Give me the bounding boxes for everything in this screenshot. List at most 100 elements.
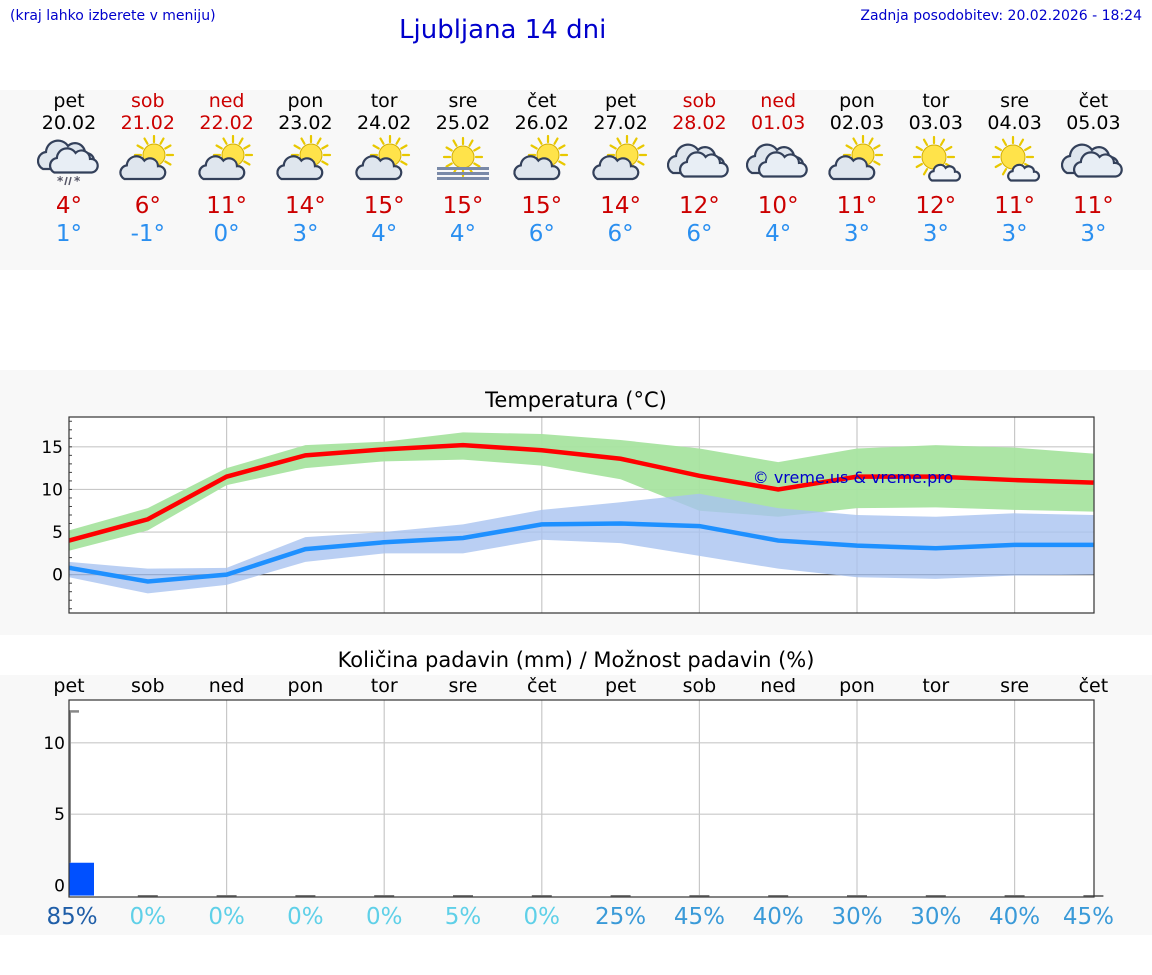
- forecast-day: pet 27.02 14° 6°: [582, 90, 660, 248]
- sun-fog-icon: [424, 134, 502, 192]
- day-date: 04.03: [987, 112, 1042, 134]
- forecast-day: sob 28.02 12° 6°: [660, 90, 738, 248]
- temp-min: -1°: [130, 221, 166, 247]
- precip-probability: 0%: [208, 904, 245, 930]
- temp-max: 4°: [55, 193, 83, 219]
- temp-min: 3°: [922, 221, 949, 247]
- day-date: 24.02: [356, 112, 412, 134]
- precip-probability: 30%: [831, 904, 883, 930]
- precip-probability: 45%: [673, 904, 725, 930]
- max-temp-band: [69, 432, 1094, 551]
- temp-min: 3°: [843, 221, 871, 247]
- y-tick-label: 0: [54, 877, 65, 897]
- max-temp-line: [68, 442, 1094, 543]
- watermark: © vreme.us & vreme.pro: [753, 468, 954, 487]
- location-hint: (kraj lahko izberete v meniju): [10, 8, 216, 24]
- temperature-chart: 0 5 10 15 © vreme.us & vreme.pro: [41, 416, 1095, 614]
- temp-max: 14°: [285, 193, 326, 219]
- temp-min: 3°: [1001, 221, 1028, 247]
- y-tick-label: 5: [54, 805, 65, 825]
- temp-min: 0°: [213, 221, 240, 247]
- y-tick-label: 15: [41, 438, 63, 458]
- sun-cloud-icon: [818, 134, 896, 192]
- precipitation-chart: 0 5 10 pet sob ned pon tor sre čet pet sob ned pon tor…: [43, 675, 1108, 898]
- temp-min: 6°: [686, 221, 713, 247]
- cloud-icon: [739, 134, 817, 192]
- temp-max: 11°: [836, 193, 878, 219]
- temp-max: 10°: [757, 193, 799, 219]
- sun-cloud-icon: [582, 134, 660, 192]
- sun-cloud-icon: [188, 134, 266, 192]
- x-tick-label: sob: [683, 675, 717, 697]
- day-date: 20.02: [41, 112, 97, 134]
- day-date: 25.02: [435, 112, 491, 134]
- cloud-icon: [660, 134, 738, 192]
- forecast-day: ned 01.03 10° 4°: [739, 90, 817, 248]
- x-tick-label: ned: [209, 675, 245, 697]
- temp-max: 11°: [994, 193, 1035, 219]
- x-tick-label: sre: [1000, 675, 1029, 697]
- day-name: čet: [527, 90, 557, 112]
- day-name: sre: [448, 90, 478, 112]
- forecast-day: pet 20.02 * * 4° 1°: [30, 90, 108, 248]
- day-date: 28.02: [672, 112, 727, 134]
- day-date: 05.03: [1066, 112, 1121, 134]
- day-name: tor: [922, 90, 950, 112]
- y-tick-label: 10: [41, 480, 63, 500]
- temp-min: 6°: [528, 221, 555, 247]
- forecast-day: pon 23.02 14° 3°: [266, 90, 344, 248]
- last-updated: Zadnja posodobitev: 20.02.2026 - 18:24: [860, 8, 1142, 24]
- forecast-day: čet 05.03 11° 3°: [1054, 90, 1132, 248]
- day-date: 26.02: [514, 112, 569, 134]
- sun-cloud-icon: [345, 134, 423, 192]
- temp-max: 14°: [600, 193, 641, 219]
- precip-probability: 45%: [1062, 904, 1114, 930]
- temp-min: 4°: [371, 221, 398, 247]
- day-name: pon: [839, 90, 875, 112]
- temp-min: 6°: [607, 221, 634, 247]
- day-name: pet: [53, 90, 85, 112]
- min-temp-band: [69, 493, 1094, 594]
- precip-probability: 30%: [910, 904, 962, 930]
- precipitation-chart-title: Količina padavin (mm) / Možnost padavin …: [337, 648, 815, 672]
- x-tick-label: pet: [53, 675, 84, 697]
- temp-min: 4°: [449, 221, 477, 247]
- precip-probability: 25%: [595, 904, 647, 930]
- precip-probability: 40%: [989, 904, 1041, 930]
- temp-max: 11°: [206, 193, 247, 219]
- forecast-day: pon 02.03 11° 3°: [818, 90, 896, 248]
- temp-max: 12°: [915, 193, 957, 219]
- sun-small-cloud-icon: [897, 134, 975, 192]
- temp-max: 11°: [1073, 193, 1114, 219]
- day-date: 01.03: [750, 112, 806, 134]
- forecast-day: tor 24.02 15° 4°: [345, 90, 423, 248]
- sun-cloud-icon: [266, 134, 344, 192]
- day-date: 23.02: [278, 112, 333, 134]
- temp-max: 15°: [442, 193, 484, 219]
- day-name: ned: [760, 90, 797, 112]
- cloud-sleet-icon: * *: [30, 134, 108, 192]
- temp-max: 15°: [363, 193, 405, 219]
- y-tick-label: 5: [52, 523, 63, 543]
- x-tick-label: sob: [131, 675, 165, 697]
- day-name: sob: [682, 90, 717, 112]
- day-name: tor: [370, 90, 398, 112]
- precip-probability: 40%: [752, 904, 804, 930]
- sun-cloud-icon: [109, 134, 187, 192]
- x-tick-label: pon: [288, 675, 324, 697]
- temp-min: 3°: [1080, 221, 1107, 247]
- x-tick-label: tor: [371, 675, 398, 697]
- day-date: 21.02: [120, 112, 175, 134]
- x-tick-label: pet: [605, 675, 636, 697]
- precip-bar: [69, 862, 94, 896]
- forecast-day: ned 22.02 11° 0°: [188, 90, 266, 248]
- day-date: 02.03: [829, 112, 885, 134]
- day-name: sre: [1000, 90, 1030, 112]
- temp-max: 6°: [134, 193, 161, 219]
- precip-probability: 0%: [287, 904, 324, 930]
- day-name: ned: [208, 90, 245, 112]
- precip-probability: 85%: [46, 904, 98, 930]
- sun-small-cloud-icon: [976, 134, 1054, 192]
- day-name: sob: [131, 90, 165, 112]
- svg-text:*: *: [74, 174, 81, 188]
